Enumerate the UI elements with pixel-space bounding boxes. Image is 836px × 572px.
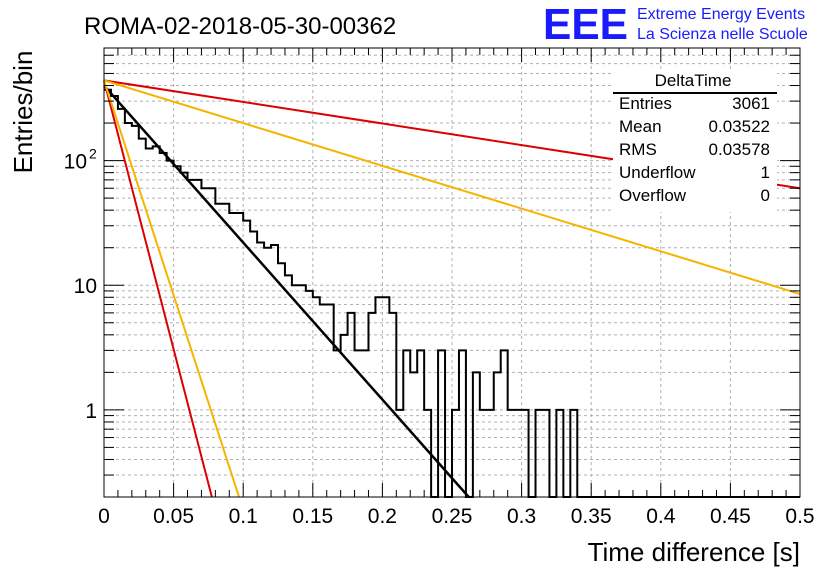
- fit-line-4: [103, 80, 240, 498]
- x-tick-label: 0.4: [646, 505, 676, 528]
- stat-value: 0: [761, 186, 770, 205]
- x-tick-labels: 0 0.05 0.1 0.15 0.2 0.25 0.3 0.35 0.4 0.45 0.5: [98, 505, 814, 528]
- stat-value: 3061: [732, 94, 770, 113]
- stat-label: RMS: [619, 140, 657, 159]
- logo-line2: La Scienza nelle Scuole: [637, 26, 808, 43]
- x-tick-label: 0.3: [507, 505, 536, 528]
- stat-value: 0.03578: [709, 140, 770, 159]
- x-tick-label: 0.1: [229, 505, 258, 528]
- logo-line1: Extreme Energy Events: [637, 6, 805, 23]
- fit-line-2: [103, 79, 801, 295]
- x-axis-label: Time difference [s]: [588, 537, 800, 567]
- x-tick-label: 0.35: [571, 505, 612, 528]
- stats-box: DeltaTime Entries 3061 Mean 0.03522 RMS 0.035…: [613, 70, 777, 212]
- x-tick-label: 0: [98, 505, 110, 528]
- stat-label: Entries: [619, 94, 672, 113]
- logo-mark: EEE: [543, 0, 628, 49]
- fit-line-3: [103, 80, 213, 498]
- chart-title: ROMA-02-2018-05-30-00362: [84, 13, 396, 40]
- eee-logo: EEE Extreme Energy Events La Scienza nel…: [543, 0, 808, 49]
- x-tick-label: 0.05: [153, 505, 194, 528]
- stat-label: Mean: [619, 117, 662, 136]
- y-tick-label: 1: [85, 400, 97, 423]
- axis-ticks: [103, 47, 801, 498]
- stat-label: Underflow: [619, 163, 696, 182]
- stat-label: Overflow: [619, 186, 687, 205]
- stat-value: 1: [761, 163, 770, 182]
- x-tick-label: 0.25: [432, 505, 473, 528]
- x-tick-label: 0.5: [785, 505, 814, 528]
- y-tick-label: 10: [64, 151, 87, 174]
- x-tick-label: 0.45: [710, 505, 751, 528]
- x-tick-label: 0.2: [368, 505, 397, 528]
- fit-line-0: [103, 84, 470, 498]
- stat-value: 0.03522: [709, 117, 770, 136]
- y-tick-label: 10: [74, 275, 97, 298]
- stats-name: DeltaTime: [655, 71, 732, 90]
- y-axis-label: Entries/bin: [8, 51, 38, 174]
- x-tick-label: 0.15: [292, 505, 333, 528]
- y-tick-exponent: 2: [89, 146, 97, 162]
